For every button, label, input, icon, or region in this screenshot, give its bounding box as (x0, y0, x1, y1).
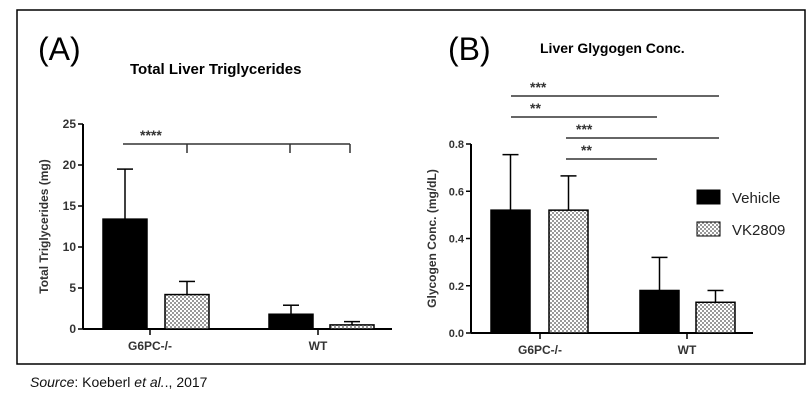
y-tick-label: 0.8 (449, 139, 464, 151)
panel-b: (B) Liver Glygogen Conc. 0.0 0.2 0.4 0.6 0.8 Gl… (425, 31, 785, 357)
y-tick-label: 0.4 (449, 234, 465, 246)
y-tick-label: 0 (69, 322, 76, 336)
y-tick-label: 20 (63, 158, 77, 172)
panel-label: (A) (38, 31, 81, 67)
bar-vk2809 (548, 209, 589, 334)
bar-vehicle (102, 218, 148, 330)
panel-label: (B) (448, 31, 491, 67)
y-tick-label: 15 (63, 199, 77, 213)
y-axis-label: Glycogen Conc. (mg/dL) (425, 169, 439, 308)
source-prefix: Source (30, 374, 75, 390)
significance-stars: ** (581, 142, 592, 158)
y-tick-label: 5 (69, 281, 76, 295)
significance-stars: ** (530, 100, 541, 116)
x-tick-label: WT (678, 343, 697, 357)
figure-frame (16, 9, 806, 365)
y-tick-label: 0.2 (449, 281, 464, 293)
x-tick-label: G6PC-/- (128, 339, 172, 353)
source-etal: et al. (134, 374, 165, 390)
y-axis-label: Total Triglycerides (mg) (37, 159, 51, 293)
bar-vk2809 (329, 324, 375, 330)
panel-a: (A) Total Liver Triglycerides 0 5 10 15 20 25 To… (37, 31, 392, 353)
bar-vk2809 (164, 293, 210, 330)
bar-vehicle (490, 209, 531, 334)
significance-stars: *** (576, 121, 593, 137)
y-tick-label: 10 (63, 240, 77, 254)
legend-swatch (696, 221, 721, 237)
y-tick-label: 0.6 (449, 186, 464, 198)
bar-vehicle (268, 313, 314, 330)
source-text: : Koeberl (74, 374, 135, 390)
bar-vk2809 (695, 301, 736, 334)
y-tick-label: 25 (63, 117, 77, 131)
x-tick-label: WT (309, 339, 328, 353)
source-citation: Source: Koeberl et al.., 2017 (30, 374, 207, 390)
significance-stars: *** (530, 79, 547, 95)
legend-label: VK2809 (732, 222, 785, 239)
x-tick-label: G6PC-/- (518, 343, 562, 357)
legend-label: Vehicle (732, 190, 780, 207)
source-year: ., 2017 (164, 374, 208, 390)
legend-swatch (696, 189, 721, 205)
y-tick-label: 0.0 (449, 328, 464, 340)
chart-title: Total Liver Triglycerides (130, 61, 301, 78)
significance-stars: **** (140, 127, 162, 143)
chart-title: Liver Glygogen Conc. (540, 40, 685, 56)
bar-vehicle (639, 289, 680, 334)
